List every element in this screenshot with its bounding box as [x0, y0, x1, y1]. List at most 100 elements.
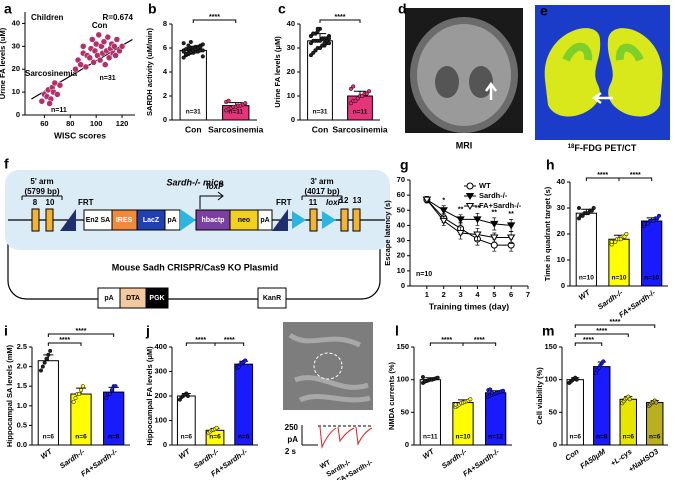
data-point	[574, 377, 579, 382]
loxp-site	[322, 211, 336, 229]
data-point	[326, 36, 332, 41]
data-point	[71, 399, 76, 404]
y-axis-label: Escape latency (s)	[383, 200, 392, 266]
y-tick-label: 2.5	[17, 342, 27, 351]
data-point	[77, 391, 82, 397]
legend-marker	[465, 193, 475, 200]
current-trace	[355, 426, 373, 446]
n-label: n=6	[75, 434, 87, 441]
data-point	[311, 31, 316, 36]
arm-bracket	[21, 195, 343, 200]
y-tick-label: 20	[287, 67, 295, 76]
data-point	[198, 44, 203, 49]
x-tick-label: WT	[421, 446, 437, 461]
data-point	[200, 42, 205, 47]
arm-bp: (5799 bp)	[24, 187, 59, 196]
current-trace	[337, 426, 355, 443]
data-point	[609, 239, 614, 244]
significance-label: ****	[76, 328, 87, 335]
y-tick-label: 0.0	[17, 440, 27, 449]
x-tick-label: FA+Sardh-/-	[461, 447, 501, 479]
marker	[490, 234, 499, 242]
x-tick-label: WT	[577, 287, 593, 302]
data-point	[42, 360, 47, 365]
y-axis-label: Hippocampal SA levels (mM)	[5, 344, 14, 447]
marker	[473, 231, 482, 239]
data-point	[366, 89, 372, 94]
y-tick-label: 10	[287, 91, 295, 100]
marker	[456, 230, 465, 237]
data-point	[73, 395, 78, 401]
n-label: n=31	[313, 109, 328, 116]
significance-label: ****	[59, 337, 70, 344]
data-point	[226, 98, 231, 103]
y-tick-label: 300	[154, 366, 167, 375]
x-tick-label: 5	[492, 290, 496, 299]
n-label: n=6	[570, 434, 582, 441]
point	[118, 43, 126, 50]
y-axis-label: Urine FA levels (μM)	[273, 36, 282, 108]
frt-site	[272, 209, 288, 231]
panel-letter: c	[278, 1, 286, 17]
data-point	[593, 371, 598, 376]
x-tick-label: FA+Sardh-/-	[617, 288, 657, 320]
mri-arrow	[484, 81, 498, 100]
n-label: n=10	[612, 275, 627, 282]
significance-label: **	[508, 211, 514, 218]
panel-letter: f	[4, 156, 9, 172]
data-point	[181, 49, 186, 54]
panel-letter: i	[4, 323, 8, 339]
x-tick-label: Sardh-/-	[58, 447, 87, 471]
data-point	[200, 48, 205, 53]
mri-panel: d MRI	[398, 1, 523, 150]
pet-panel: e 18F-FDG PET/CT	[535, 3, 670, 153]
y-tick-label: 4	[163, 67, 168, 76]
significance-label: ****	[630, 172, 641, 179]
y-tick-label: 0	[291, 115, 295, 124]
construct-title: Sardh-/- mice	[166, 177, 223, 187]
data-point	[186, 43, 191, 48]
y-tick-label: 100	[396, 375, 409, 384]
significance-label: ****	[596, 328, 607, 335]
marker	[490, 241, 498, 249]
y-tick-label: 50	[401, 407, 409, 416]
data-point	[435, 375, 440, 380]
n-label: n=12	[488, 434, 503, 441]
y-tick-label: 150	[544, 342, 557, 351]
data-point	[188, 39, 193, 45]
data-point	[576, 205, 582, 211]
point	[89, 36, 96, 43]
scale-label: 2 s	[285, 447, 297, 456]
pet-arrow	[591, 91, 613, 105]
y-tick-label: 0	[163, 115, 167, 124]
data-point	[601, 359, 606, 364]
scale-label: 250	[285, 423, 299, 432]
data-point	[40, 364, 45, 369]
y-tick-label: 10	[397, 266, 405, 275]
significance-bracket	[574, 324, 656, 328]
point	[96, 56, 104, 64]
data-point	[489, 390, 495, 395]
exon	[309, 208, 318, 232]
current-trace	[319, 426, 337, 449]
loxp-label: loxP	[326, 198, 344, 207]
point	[101, 61, 109, 68]
significance-bracket	[214, 342, 245, 346]
chart-title: Children	[31, 13, 64, 22]
n-label: n=6	[209, 434, 221, 441]
data-point	[80, 384, 85, 389]
caption-text: F-FDG PET/CT	[574, 143, 636, 153]
y-tick-label: 40	[287, 19, 295, 28]
x-tick-label: FA+Sardh-/-	[79, 447, 119, 479]
point	[113, 36, 121, 43]
x-tick-label: 1	[425, 290, 429, 299]
y-axis-label: Time in quadrant target (s)	[543, 186, 552, 281]
y-tick-label: 50	[549, 407, 557, 416]
data-point	[453, 402, 458, 407]
x-tick-label: 100	[90, 119, 103, 128]
y-tick-label: 100	[544, 375, 557, 384]
data-point	[214, 425, 219, 430]
x-tick-label: Sarcosinemia	[332, 124, 388, 134]
legend-label: FA+Sardh-/-	[479, 201, 522, 210]
data-point	[656, 213, 662, 218]
